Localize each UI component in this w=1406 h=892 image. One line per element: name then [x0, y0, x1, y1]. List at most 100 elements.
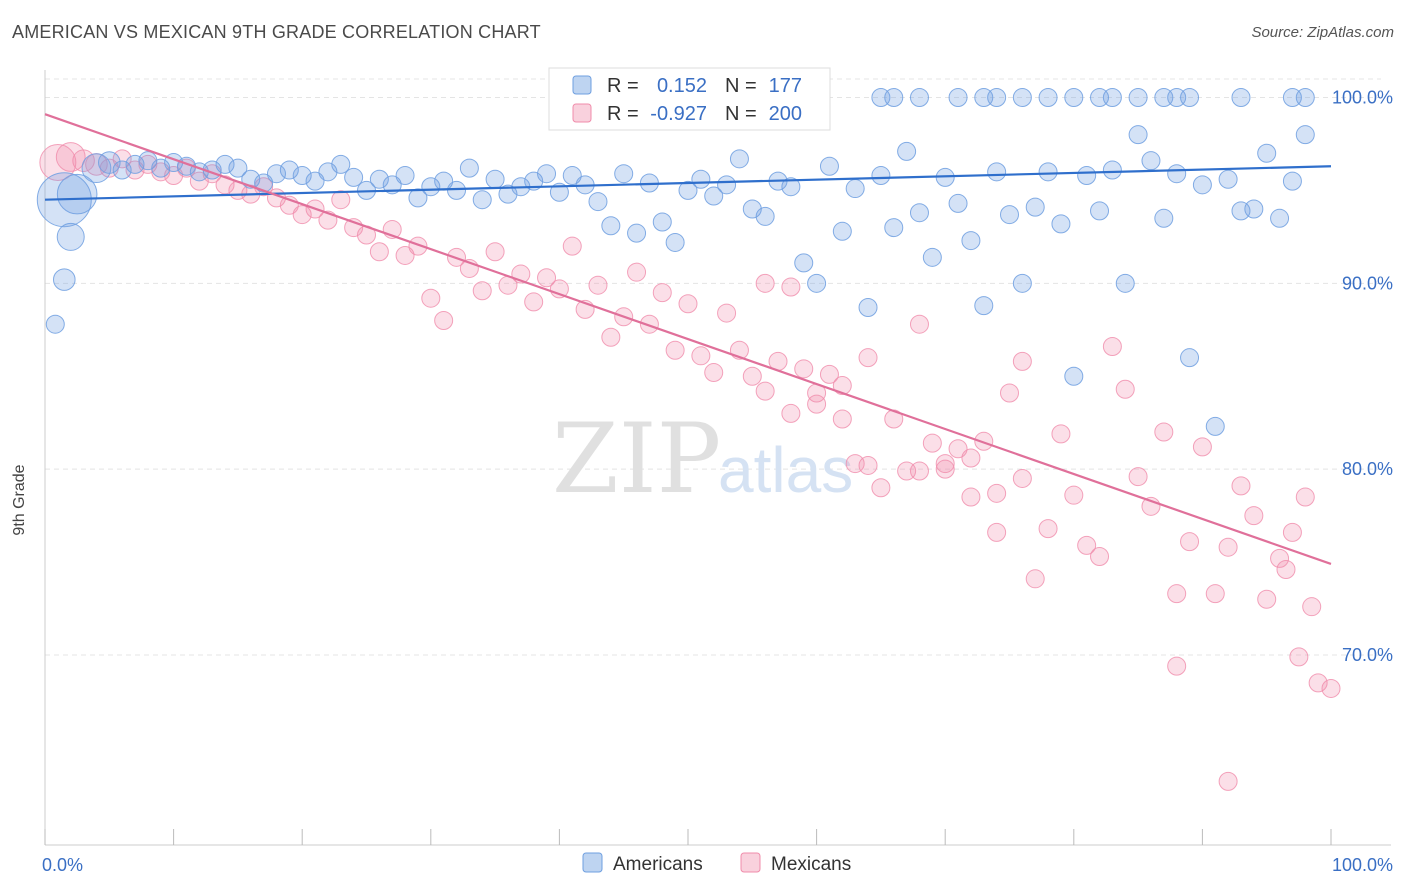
american-point	[909, 88, 929, 107]
american-point	[884, 88, 904, 107]
american-point	[987, 162, 1007, 182]
mexican-point	[1218, 537, 1238, 557]
mexican-point	[717, 303, 737, 323]
mexican-point	[1192, 437, 1212, 457]
american-point	[1090, 201, 1110, 221]
american-point	[1192, 175, 1212, 195]
mexican-point	[832, 376, 852, 396]
american-point	[1141, 151, 1161, 171]
mexican-point	[1000, 383, 1019, 403]
mexican-point	[1012, 351, 1032, 371]
american-point	[1012, 273, 1032, 293]
mexican-point	[755, 273, 775, 293]
american-point	[254, 173, 274, 193]
mexican-point	[1282, 522, 1302, 542]
american-point	[1154, 208, 1174, 228]
mexican-point	[1167, 584, 1187, 604]
american-point	[717, 175, 737, 195]
american-point	[858, 297, 878, 317]
mexican-point	[1302, 597, 1322, 617]
american-point	[678, 180, 698, 200]
stats-am-r-label: R =	[607, 75, 639, 97]
mexican-point	[858, 348, 878, 368]
mexican-point	[395, 245, 415, 265]
american-point	[588, 192, 608, 212]
american-point	[729, 149, 749, 169]
mexican-point	[1012, 468, 1032, 488]
mexican-point	[1276, 560, 1296, 580]
legend-swatch-americans	[582, 852, 603, 873]
american-point	[1128, 125, 1148, 145]
stats-mex-n-label: N =	[725, 103, 757, 125]
american-point	[1064, 88, 1084, 107]
mexican-point	[922, 433, 942, 453]
mexican-point	[1102, 337, 1122, 357]
american-point	[81, 153, 112, 184]
mexican-point	[935, 454, 955, 474]
mexican-point	[781, 403, 801, 423]
american-point	[691, 169, 711, 189]
mexican-point	[742, 366, 762, 386]
american-point	[151, 158, 171, 178]
american-point	[794, 253, 814, 273]
mexican-point	[1090, 547, 1110, 567]
american-point	[56, 222, 85, 251]
mexican-point	[858, 455, 878, 475]
mexican-point	[987, 483, 1007, 503]
mexican-point	[961, 448, 981, 468]
mexican-point	[1115, 379, 1135, 399]
mexican-point	[588, 275, 608, 295]
watermark-zip: ZIP	[552, 403, 721, 515]
american-point	[56, 173, 98, 215]
americans-trend-line	[44, 165, 1332, 201]
american-point	[884, 218, 904, 238]
mexican-point	[1128, 467, 1148, 487]
mexican-point	[1205, 584, 1225, 604]
american-point	[305, 171, 325, 191]
american-point	[1038, 162, 1058, 182]
mexican-point	[961, 487, 981, 507]
stats-box-frame	[548, 67, 831, 131]
american-point	[1218, 169, 1238, 189]
mexican-point	[935, 459, 955, 479]
stats-swatch-mexicans	[572, 103, 592, 123]
mexican-point	[987, 522, 1007, 542]
mexican-point	[627, 262, 647, 282]
mexican-point	[1270, 548, 1290, 568]
american-point	[845, 179, 865, 199]
stats-am-r-value: 0.152	[657, 75, 707, 97]
mexican-point	[781, 277, 801, 297]
mexican-point	[678, 294, 698, 314]
mexican-point	[1231, 476, 1251, 496]
american-point	[1012, 88, 1032, 107]
stats-mex-r-value: -0.927	[650, 103, 707, 125]
mexican-point	[112, 149, 132, 169]
watermark: ZIP atlas	[552, 403, 853, 515]
american-point	[537, 164, 557, 184]
mexican-point	[292, 205, 312, 225]
mexican-point	[408, 236, 428, 256]
mexican-point	[1218, 771, 1238, 791]
mexican-point	[55, 142, 86, 172]
mexican-point	[819, 364, 839, 384]
mexican-point	[331, 190, 351, 210]
mexican-point	[369, 242, 389, 262]
american-point	[1205, 416, 1225, 436]
american-point	[974, 296, 994, 316]
legend-mexicans-label: Mexicans	[771, 854, 851, 875]
legend-swatch-mexicans	[740, 852, 761, 873]
american-point	[987, 88, 1007, 107]
tick-labels: 70.0% 80.0% 90.0% 100.0% 0.0% 100.0%	[42, 88, 1393, 876]
mexican-point	[1257, 589, 1277, 609]
mexican-point	[562, 236, 582, 256]
american-point	[331, 154, 351, 174]
mexican-point	[1321, 678, 1341, 698]
mexican-point	[948, 439, 968, 459]
american-point	[755, 206, 775, 226]
american-point	[395, 166, 415, 186]
american-point	[1025, 197, 1045, 217]
american-point	[1000, 205, 1019, 225]
american-point	[52, 268, 76, 291]
american-point	[922, 247, 942, 267]
